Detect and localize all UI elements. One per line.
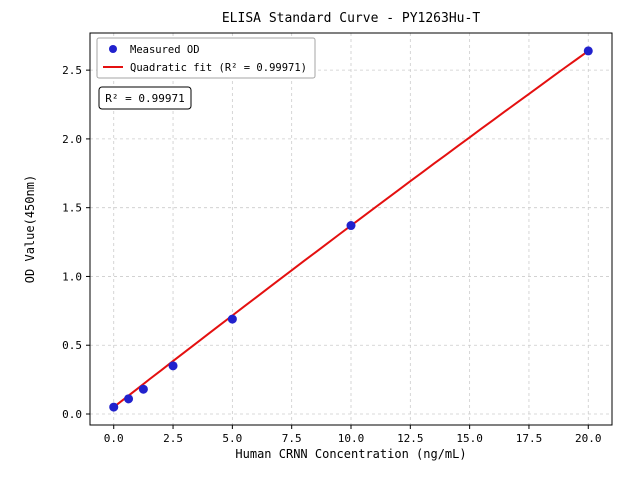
legend-label-fit: Quadratic fit (R² = 0.99971) xyxy=(130,62,307,74)
data-point xyxy=(138,384,148,394)
svg-text:12.5: 12.5 xyxy=(397,432,424,445)
legend: Measured OD Quadratic fit (R² = 0.99971) xyxy=(96,37,316,79)
svg-text:2.5: 2.5 xyxy=(163,432,183,445)
legend-marker-circle xyxy=(109,45,117,53)
svg-text:15.0: 15.0 xyxy=(456,432,483,445)
x-axis-label: Human CRNN Concentration (ng/mL) xyxy=(235,447,466,461)
data-point xyxy=(109,402,119,412)
svg-text:2.5: 2.5 xyxy=(62,64,82,77)
svg-text:7.5: 7.5 xyxy=(282,432,302,445)
data-point xyxy=(583,46,593,56)
y-axis-label: OD Value(450nm) xyxy=(23,175,37,283)
svg-text:1.0: 1.0 xyxy=(62,270,82,283)
svg-text:20.0: 20.0 xyxy=(575,432,602,445)
svg-text:0.0: 0.0 xyxy=(62,408,82,421)
tick-marks xyxy=(86,69,589,429)
r-squared-annotation: R² = 0.99971 xyxy=(98,86,192,110)
r-squared-text: R² = 0.99971 xyxy=(105,92,184,105)
svg-text:10.0: 10.0 xyxy=(338,432,365,445)
data-points xyxy=(109,46,593,412)
data-point xyxy=(346,221,356,231)
svg-text:0.0: 0.0 xyxy=(104,432,124,445)
data-point xyxy=(124,394,134,404)
gridlines xyxy=(90,33,612,425)
data-point xyxy=(227,314,237,324)
legend-label-measured: Measured OD xyxy=(130,44,200,56)
svg-text:17.5: 17.5 xyxy=(516,432,543,445)
chart-title: ELISA Standard Curve - PY1263Hu-T xyxy=(222,11,480,26)
svg-text:0.5: 0.5 xyxy=(62,339,82,352)
tick-labels: 0.0 2.5 5.0 7.5 10.0 12.5 15.0 17.5 20.0 0.0 0.5 1.… xyxy=(62,64,601,445)
svg-text:1.5: 1.5 xyxy=(62,202,82,215)
svg-text:2.0: 2.0 xyxy=(62,133,82,146)
svg-text:5.0: 5.0 xyxy=(222,432,242,445)
data-point xyxy=(168,361,178,371)
